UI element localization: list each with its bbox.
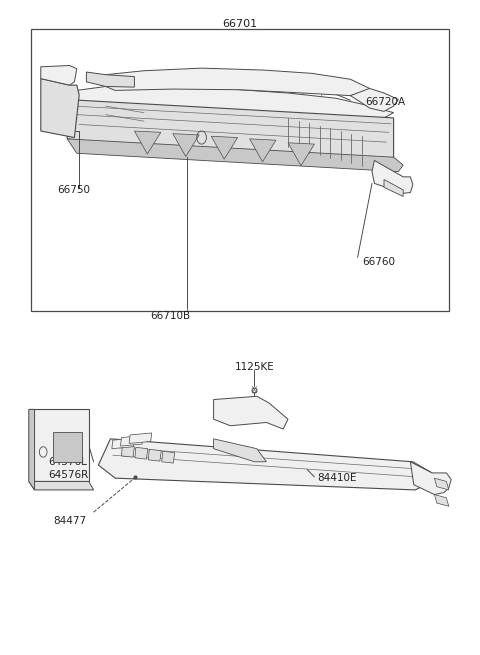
Polygon shape	[410, 462, 451, 495]
Text: 64576L: 64576L	[48, 457, 87, 467]
Polygon shape	[434, 478, 449, 490]
Text: 66750: 66750	[58, 185, 91, 195]
Polygon shape	[41, 79, 79, 138]
Polygon shape	[135, 447, 148, 459]
Polygon shape	[129, 433, 152, 443]
Polygon shape	[162, 451, 175, 463]
Bar	[31, 29, 449, 311]
Polygon shape	[214, 439, 266, 462]
Text: 84410E: 84410E	[317, 473, 356, 483]
Text: 66720A: 66720A	[365, 96, 405, 107]
Polygon shape	[41, 66, 77, 85]
Polygon shape	[211, 136, 238, 159]
Polygon shape	[148, 449, 161, 461]
Text: 66710B: 66710B	[150, 310, 191, 321]
Polygon shape	[173, 134, 199, 157]
Polygon shape	[134, 131, 161, 154]
Polygon shape	[384, 179, 403, 196]
Text: 66701: 66701	[222, 19, 258, 29]
Text: 1125KE: 1125KE	[235, 362, 274, 372]
Polygon shape	[106, 68, 370, 96]
Polygon shape	[29, 409, 89, 481]
Polygon shape	[434, 495, 449, 506]
Polygon shape	[250, 139, 276, 162]
Text: 64576R: 64576R	[48, 470, 88, 480]
Polygon shape	[53, 432, 82, 462]
Polygon shape	[121, 445, 134, 457]
Text: 84477: 84477	[53, 515, 86, 526]
Polygon shape	[67, 86, 394, 121]
Polygon shape	[372, 160, 413, 193]
Polygon shape	[67, 100, 394, 162]
Polygon shape	[350, 88, 398, 111]
Polygon shape	[98, 439, 432, 490]
Polygon shape	[112, 438, 134, 449]
Polygon shape	[67, 139, 403, 172]
Polygon shape	[288, 143, 314, 166]
Polygon shape	[120, 436, 143, 446]
Polygon shape	[214, 396, 288, 429]
Text: 66760: 66760	[362, 257, 396, 267]
Polygon shape	[86, 72, 134, 87]
Polygon shape	[29, 409, 35, 490]
Polygon shape	[29, 481, 94, 490]
